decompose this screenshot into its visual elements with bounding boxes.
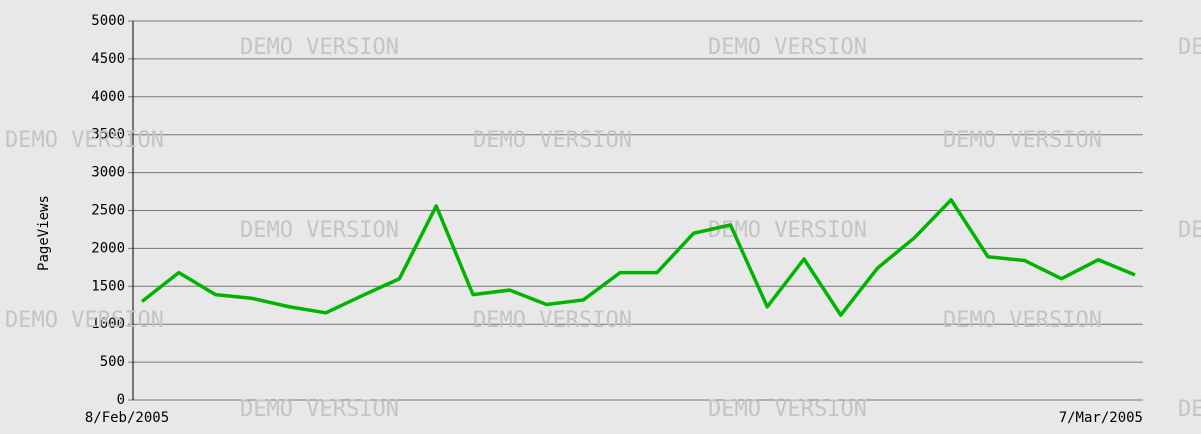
watermark: DEMO VERSION	[1178, 218, 1201, 243]
watermark: DEMO VERSION	[240, 35, 399, 60]
watermark: DEMO VERSION	[473, 308, 632, 333]
y-tick-label: 4000	[91, 89, 125, 105]
watermark: DEMO VERSION	[240, 218, 399, 243]
y-tick-label: 5000	[91, 13, 125, 29]
y-tick-label: 3000	[91, 165, 125, 181]
y-tick-label: 1000	[91, 316, 125, 332]
watermark: DEMO VERSION	[708, 397, 867, 422]
data-line	[140, 198, 1136, 317]
watermark: DEMO VERSION	[708, 35, 867, 60]
y-tick-label: 1500	[91, 278, 125, 294]
y-tick-label: 3500	[91, 127, 125, 143]
y-tick-label: 4500	[91, 51, 125, 67]
watermark: DEMO VERSION	[5, 128, 164, 153]
watermark: DEMO VERSION	[473, 128, 632, 153]
watermark: DEMO VERSION	[943, 128, 1102, 153]
watermark: DEMO VERSION	[943, 308, 1102, 333]
watermark: DEMO VERSION	[1178, 397, 1201, 422]
y-tick-label: 2000	[91, 240, 125, 256]
x-tick-label: 7/Mar/2005	[1059, 410, 1143, 426]
watermark: DEMO VERSION	[240, 397, 399, 422]
y-tick-label: 2500	[91, 203, 125, 219]
y-tick-label: 0	[117, 392, 125, 408]
y-tick-label: 500	[100, 354, 125, 370]
watermark: DEMO VERSION	[1178, 35, 1201, 60]
x-tick-label: 8/Feb/2005	[85, 410, 169, 426]
y-axis-label: PageViews	[36, 195, 52, 271]
watermark: DEMO VERSION	[5, 308, 164, 333]
